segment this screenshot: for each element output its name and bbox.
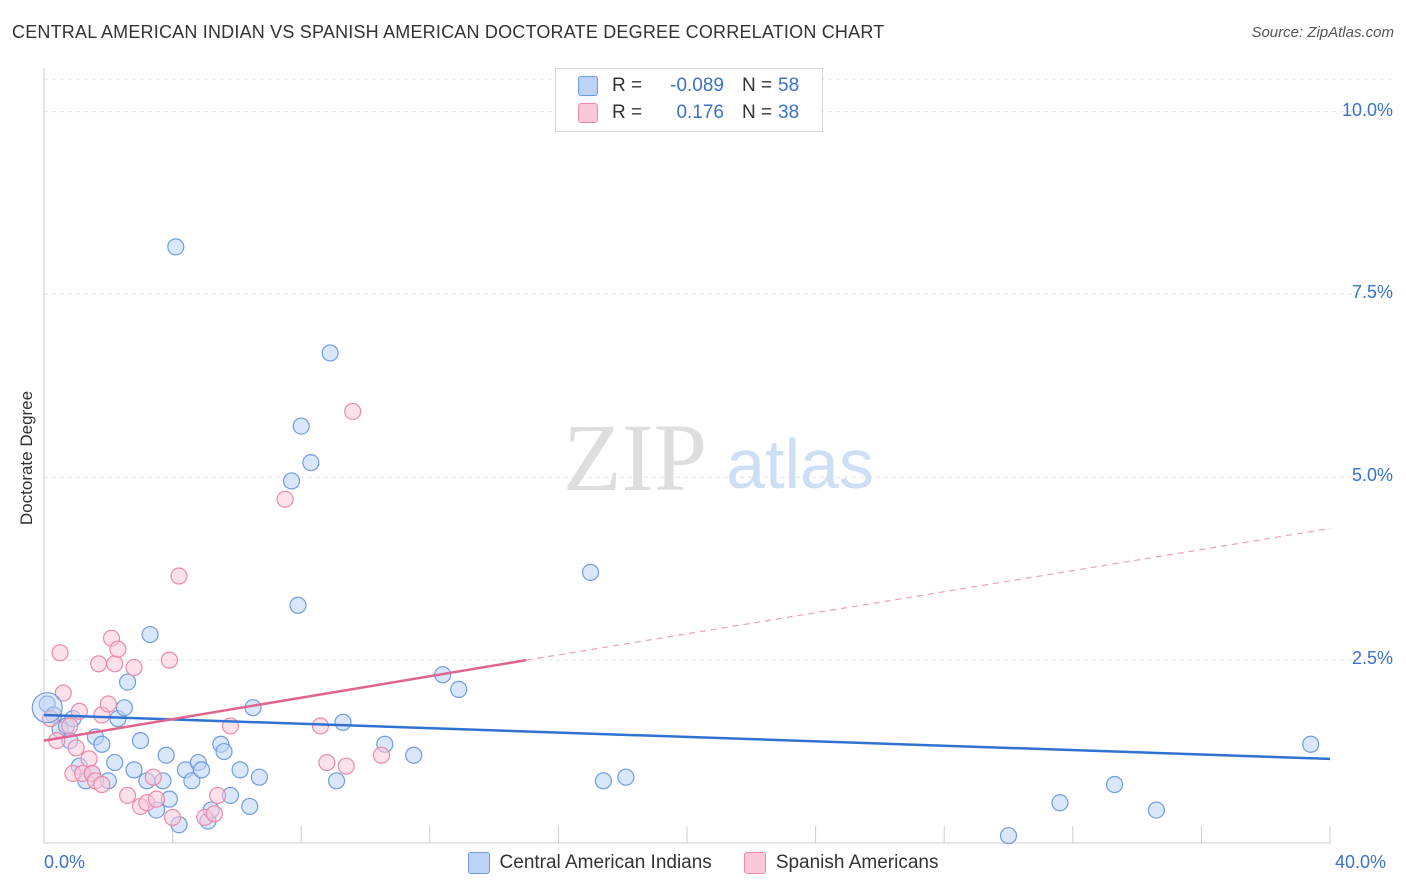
point-central-american bbox=[302, 454, 320, 472]
point-central-american bbox=[231, 761, 249, 779]
correlation-legend: R = -0.089 N = 58 R = 0.176 N = 38 bbox=[555, 68, 823, 132]
legend-n-label: N = bbox=[742, 102, 773, 123]
series-label: Central American Indians bbox=[499, 852, 712, 873]
point-spanish-american bbox=[160, 651, 178, 669]
chart-title: CENTRAL AMERICAN INDIAN VS SPANISH AMERI… bbox=[12, 22, 885, 42]
legend-swatch-pink bbox=[578, 103, 598, 123]
point-central-american bbox=[292, 417, 310, 435]
point-spanish-american bbox=[170, 567, 188, 585]
point-central-american bbox=[282, 472, 301, 490]
trend-central-american bbox=[43, 713, 1331, 761]
series-legend-spanish-american[interactable]: Spanish Americans bbox=[743, 852, 939, 874]
point-central-american bbox=[450, 680, 468, 699]
point-central-american bbox=[999, 827, 1018, 845]
point-spanish-american bbox=[51, 644, 69, 662]
legend-r-value: 0.176 bbox=[676, 102, 724, 123]
point-central-american bbox=[250, 768, 269, 786]
point-central-american bbox=[594, 772, 613, 790]
watermark-zip: ZIP bbox=[563, 404, 707, 511]
point-central-american bbox=[1105, 775, 1124, 794]
point-central-american bbox=[321, 344, 339, 362]
point-spanish-american bbox=[109, 640, 127, 658]
point-central-american bbox=[1051, 794, 1069, 812]
point-central-american bbox=[115, 699, 133, 717]
point-spanish-american bbox=[144, 768, 162, 786]
point-spanish-american bbox=[318, 753, 336, 772]
x-tick-min: 0.0% bbox=[44, 852, 86, 872]
point-spanish-american bbox=[337, 757, 355, 775]
point-central-american bbox=[183, 772, 201, 790]
series-legend-central-american[interactable]: Central American Indians bbox=[467, 852, 712, 874]
point-central-american-cluster bbox=[31, 692, 63, 724]
legend-n-label: N = bbox=[742, 75, 773, 96]
trend-spanish-american-extension bbox=[526, 527, 1331, 661]
point-spanish-american bbox=[209, 786, 227, 805]
series-swatch-blue bbox=[467, 852, 490, 874]
point-central-american bbox=[125, 761, 143, 779]
x-tick-max: 40.0% bbox=[1335, 852, 1387, 872]
trend-lines bbox=[43, 527, 1331, 761]
point-spanish-american bbox=[276, 490, 294, 508]
legend-row-spanish-american: R = 0.176 N = 38 bbox=[578, 101, 799, 125]
watermark-atlas: atlas bbox=[726, 425, 874, 503]
point-spanish-american bbox=[80, 750, 98, 768]
point-central-american bbox=[581, 563, 600, 581]
point-central-american bbox=[106, 753, 124, 772]
point-central-american bbox=[192, 761, 211, 779]
y-tick-label: 10.0% bbox=[1341, 99, 1393, 120]
point-spanish-american bbox=[205, 805, 223, 823]
point-central-american bbox=[93, 735, 111, 753]
legend-r-label: R = bbox=[612, 75, 643, 96]
point-central-american bbox=[334, 713, 352, 731]
point-central-american bbox=[617, 768, 635, 786]
series-swatch-pink bbox=[743, 852, 766, 874]
point-spanish-american bbox=[311, 717, 330, 735]
legend-r-label: R = bbox=[612, 102, 643, 123]
point-central-american bbox=[405, 746, 423, 764]
point-central-american bbox=[1147, 801, 1165, 819]
trend-spanish-american bbox=[43, 658, 527, 742]
data-points bbox=[31, 238, 1320, 845]
point-central-american bbox=[1302, 735, 1320, 753]
y-tick-label: 7.5% bbox=[1351, 282, 1393, 303]
series-label: Spanish Americans bbox=[775, 852, 939, 873]
source-label: Source: ZipAtlas.com bbox=[1251, 24, 1394, 41]
legend-row-central-american: R = -0.089 N = 58 bbox=[578, 74, 799, 98]
y-tick-label: 2.5% bbox=[1351, 648, 1393, 669]
legend-n-value: 38 bbox=[778, 102, 800, 123]
point-spanish-american bbox=[99, 695, 117, 713]
point-spanish-american bbox=[90, 655, 108, 673]
point-central-american bbox=[118, 673, 137, 691]
point-spanish-american bbox=[164, 808, 182, 827]
point-central-american bbox=[241, 797, 259, 816]
point-central-american bbox=[215, 742, 233, 761]
point-central-american bbox=[157, 746, 175, 764]
legend-n-value: 58 bbox=[778, 75, 800, 96]
point-spanish-american bbox=[61, 717, 79, 735]
point-spanish-american bbox=[118, 786, 137, 805]
point-central-american bbox=[141, 625, 159, 644]
gridlines bbox=[44, 78, 1392, 661]
point-spanish-american bbox=[54, 684, 72, 702]
point-central-american bbox=[327, 772, 346, 790]
legend-swatch-blue bbox=[578, 76, 598, 96]
point-spanish-american bbox=[147, 790, 166, 808]
point-spanish-american bbox=[93, 775, 111, 794]
point-central-american bbox=[289, 596, 307, 614]
point-spanish-american bbox=[372, 746, 391, 764]
point-spanish-american bbox=[125, 658, 143, 677]
series-legend: Central American Indians Spanish America… bbox=[0, 852, 1406, 874]
legend-r-value: -0.089 bbox=[670, 75, 724, 96]
y-tick-label: 5.0% bbox=[1351, 465, 1393, 486]
point-spanish-american bbox=[67, 739, 85, 757]
point-central-american bbox=[131, 731, 150, 750]
point-spanish-american bbox=[344, 402, 362, 421]
point-central-american bbox=[167, 238, 185, 256]
point-spanish-american bbox=[106, 655, 124, 673]
